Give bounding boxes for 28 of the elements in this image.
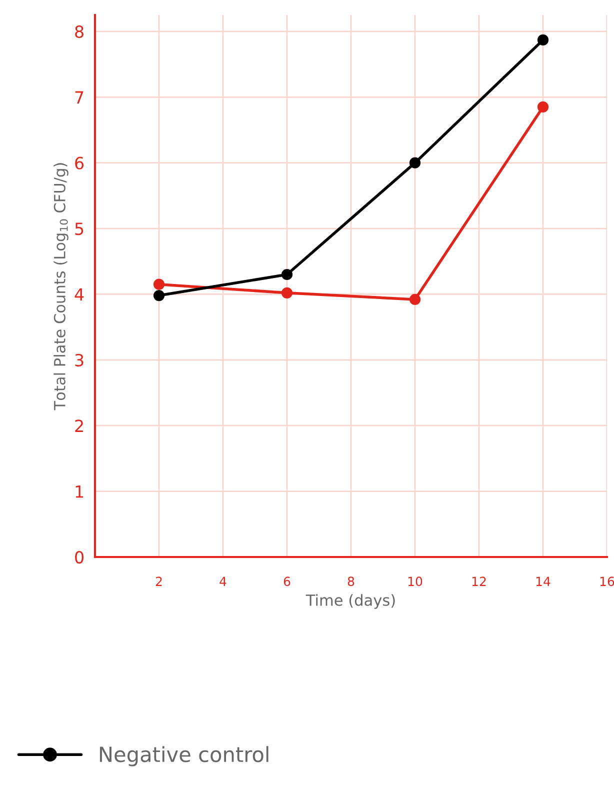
y-axis-title: Total Plate Counts (Log$_{10}$ CFU/g) [54,163,68,410]
point [281,287,293,298]
point [281,268,293,280]
y-tick-label: 3 [75,354,84,366]
y-tick-label: 5 [75,222,84,236]
x-tick-label: 10 [408,576,422,586]
y-tick-label: 4 [74,288,84,301]
point [153,278,165,290]
x-tick-label: 2 [156,576,162,586]
x-tick-label: 14 [536,576,550,586]
x-axis-title: Time (days) [306,594,395,609]
y-tick-label: 7 [75,91,84,104]
y-tick-label: 6 [75,156,84,170]
point [409,157,421,168]
x-tick-label: 16 [600,576,614,586]
y-tick-label: 8 [75,25,84,38]
x-tick-label: 6 [284,576,290,586]
point [409,294,421,306]
point [537,34,549,46]
legend-label: Negative control [100,746,268,766]
point [153,290,165,302]
x-tick-label: 12 [472,576,486,586]
y-tick-label: 1 [76,485,84,498]
x-tick-label: 4 [220,576,226,586]
y-tick-label: 0 [75,550,84,564]
x-tick-label: 8 [348,576,354,586]
y-tick-label: 2 [75,420,83,432]
point [537,101,549,113]
